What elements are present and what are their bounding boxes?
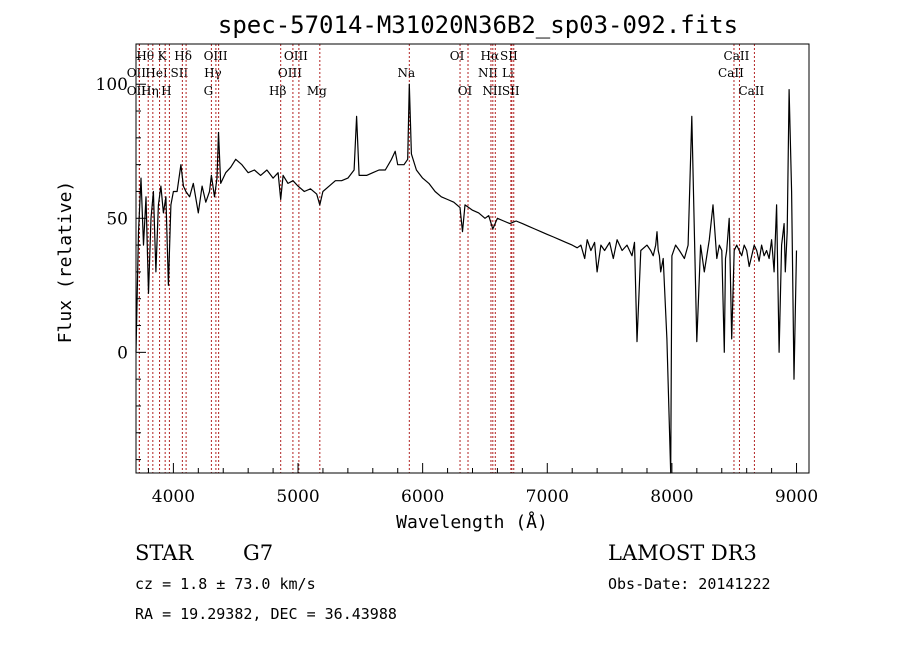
x-tick-label: 8000 (650, 487, 693, 507)
line-marker-label: Hβ (269, 84, 286, 98)
y-axis-label: Flux (relative) (55, 181, 76, 344)
line-marker-label: OI (450, 49, 465, 63)
line-marker-label: CaII (738, 84, 764, 98)
y-tick-label: 0 (117, 343, 128, 363)
line-marker-label: OI (458, 84, 473, 98)
line-marker-label: K (158, 49, 168, 63)
line-marker-label: H (161, 84, 171, 98)
line-marker-label: SII (171, 66, 189, 80)
line-marker-label: CaII (724, 49, 750, 63)
line-marker-label: CaII (718, 66, 744, 80)
x-tick-label: 4000 (152, 487, 195, 507)
spectrum-layer (135, 83, 798, 474)
x-tick-label: 5000 (276, 487, 319, 507)
object-class: STAR (135, 541, 194, 565)
x-tick-label: 6000 (401, 487, 444, 507)
line-marker-label: NII (482, 84, 502, 98)
line-marker-label: Hδ (174, 49, 192, 63)
line-marker-label: Hγ (204, 66, 222, 80)
line-marker-label: Li (502, 66, 514, 80)
x-axis-label: Wavelength (Å) (396, 511, 548, 533)
y-tick-label: 50 (106, 209, 128, 229)
x-axis-ticks: 4000 5000 6000 7000 8000 9000 (147, 463, 818, 507)
line-marker-label: Hη (141, 84, 159, 98)
x-tick-label: 7000 (526, 487, 569, 507)
redshift-readout: cz = 1.8 ± 73.0 km/s (135, 575, 316, 593)
observation-date: Obs-Date: 20141222 (608, 575, 771, 593)
y-axis-ticks: 0 50 100 (96, 56, 146, 461)
line-marker-label: OIII (278, 66, 302, 80)
line-marker-label: HeI (145, 66, 168, 80)
coordinates-readout: RA = 19.29382, DEC = 36.43988 (135, 605, 397, 623)
object-subclass: G7 (243, 541, 273, 565)
line-marker-label: OIII (204, 49, 228, 63)
spectrum-line (135, 83, 798, 474)
x-tick-label: 9000 (775, 487, 818, 507)
line-marker-layer: HθOIIOIIHηHeIKHSIIHδGHγOIIIHβOIIIOIIIMgN… (127, 44, 765, 473)
y-tick-label: 100 (96, 75, 128, 95)
line-marker-label: OIII (284, 49, 308, 63)
plot-frame (135, 43, 810, 474)
line-marker-label: Hα (481, 49, 500, 63)
line-marker-label: G (204, 84, 214, 98)
line-marker-label: Hθ (136, 49, 154, 63)
survey-name: LAMOST DR3 (608, 541, 757, 565)
line-marker-label: SII (502, 84, 520, 98)
line-marker-label: Na (397, 66, 415, 80)
chart-title: spec-57014-M31020N36B2_sp03-092.fits (218, 11, 738, 39)
line-marker-label: SII (500, 49, 518, 63)
line-marker-label: Mg (307, 84, 327, 98)
